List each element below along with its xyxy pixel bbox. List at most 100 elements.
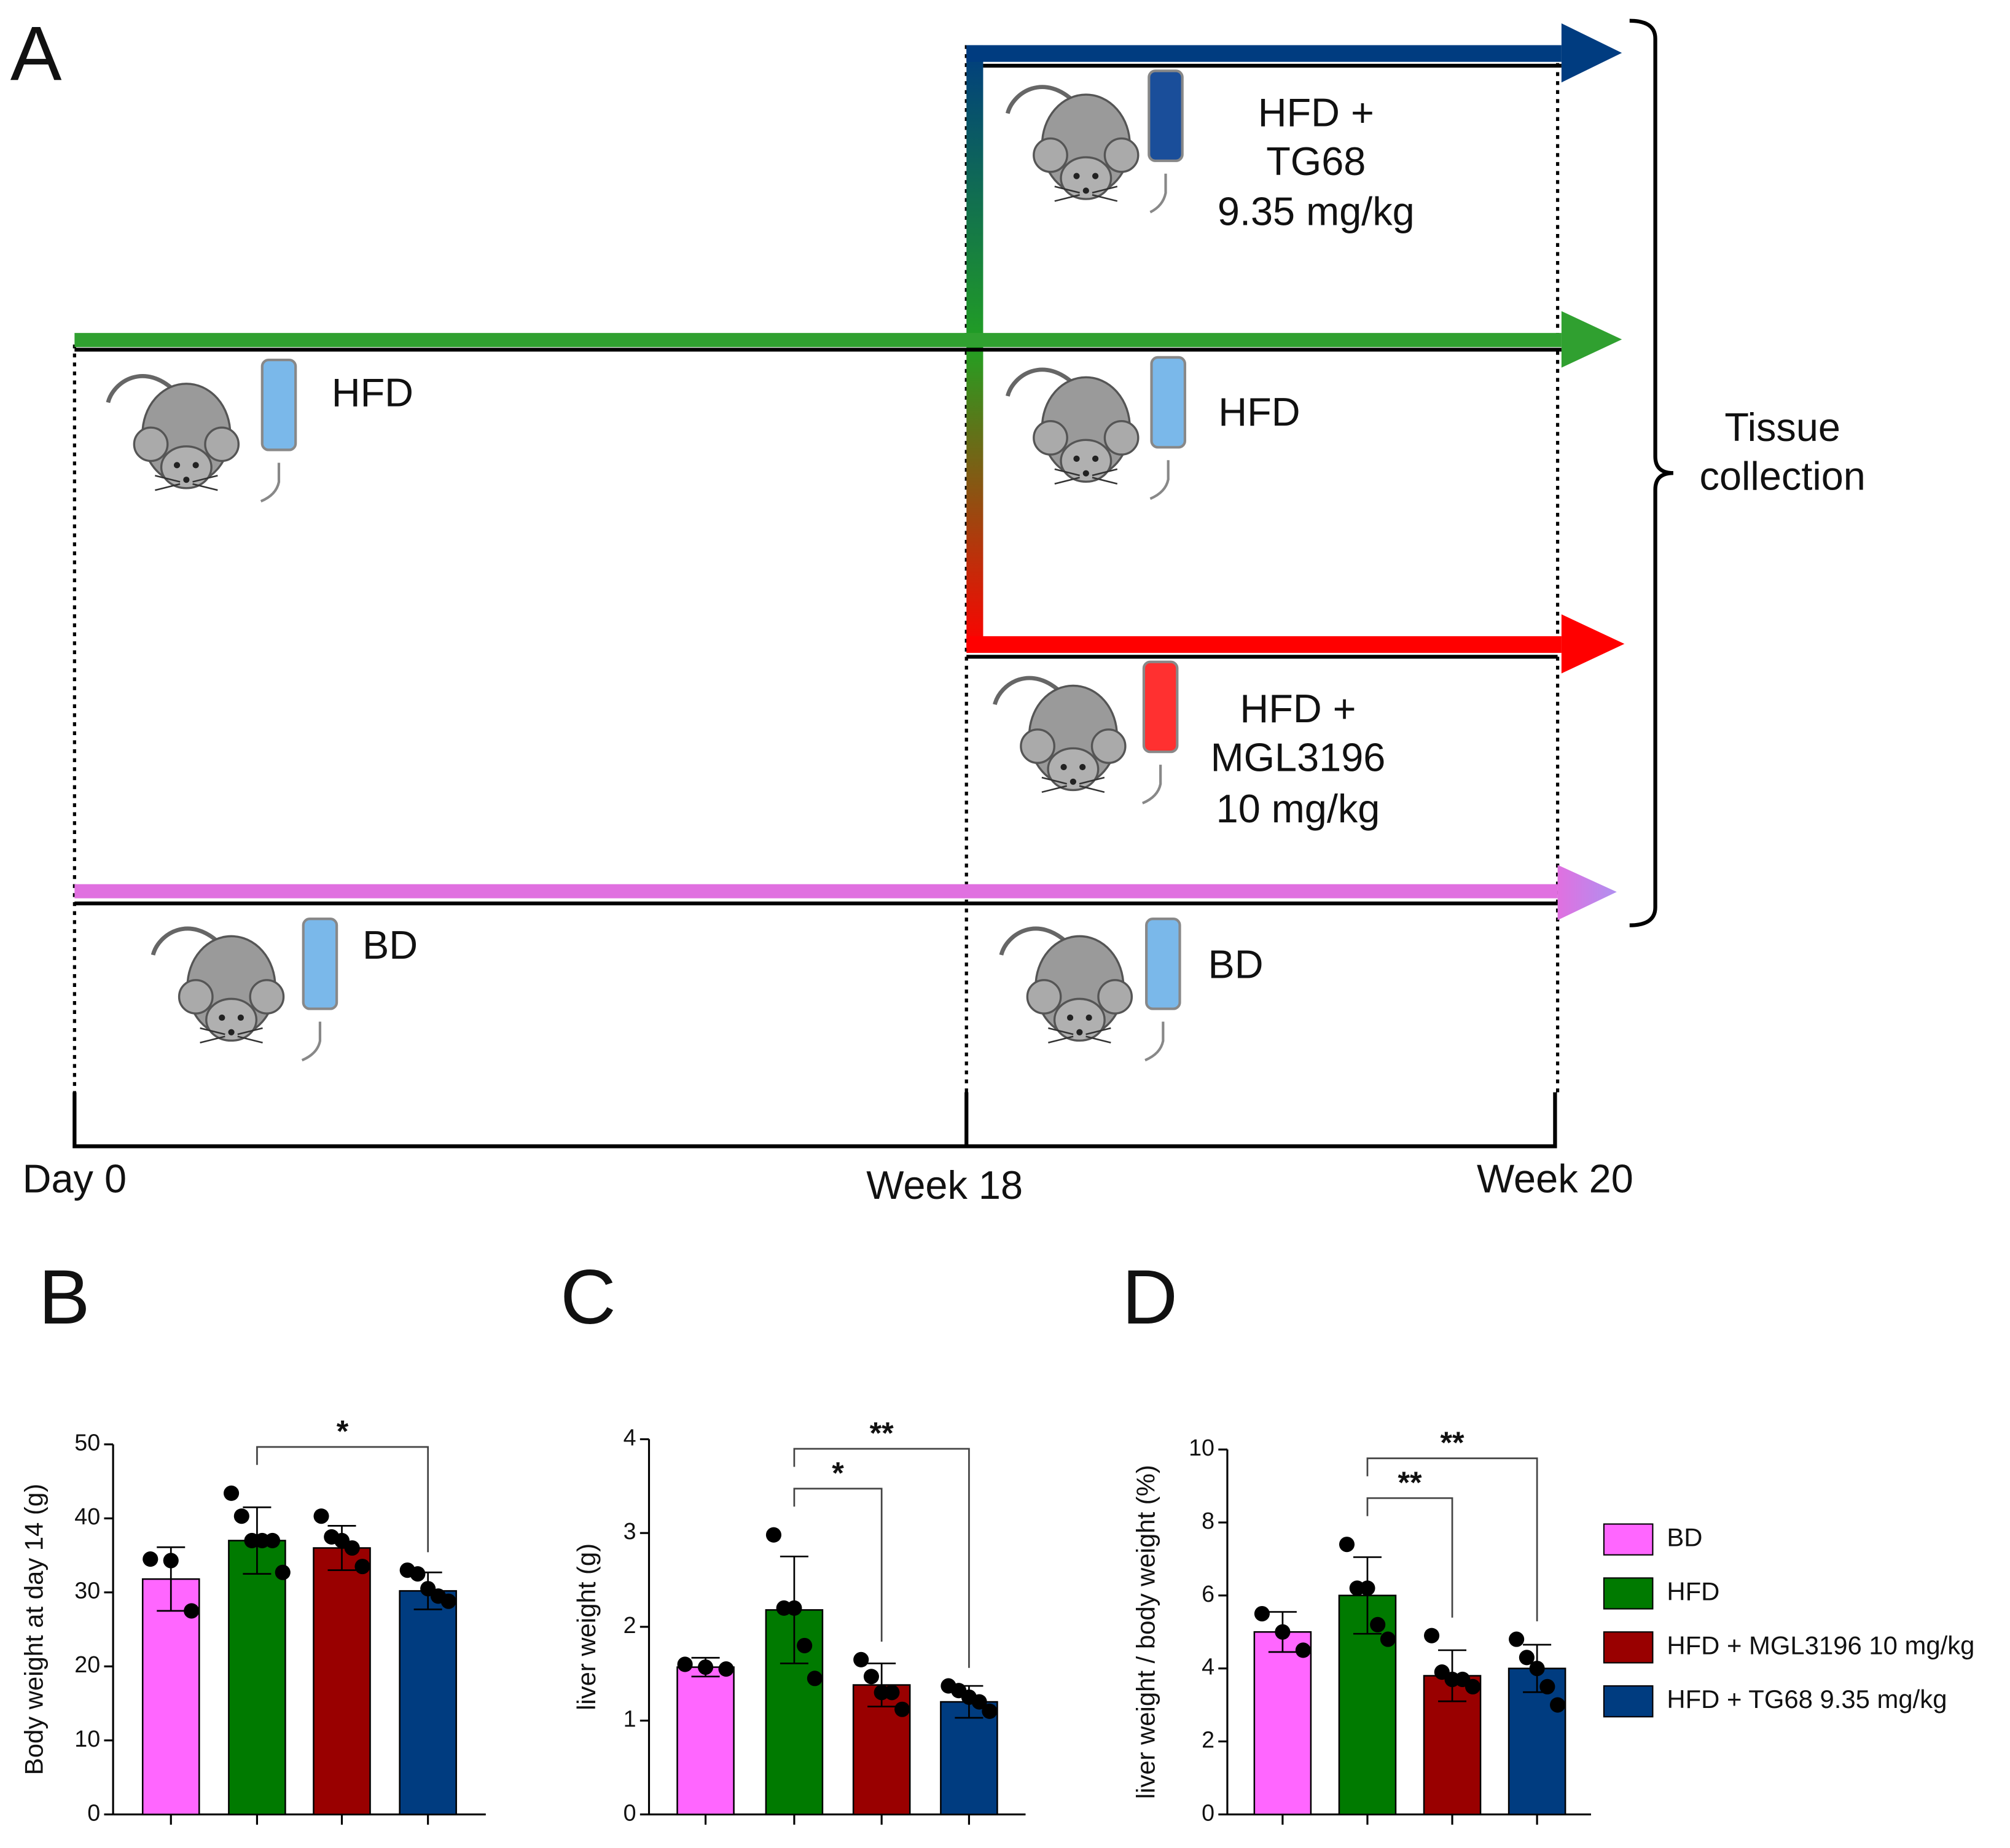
panel-label: A bbox=[10, 10, 62, 96]
significance-bracket bbox=[793, 1448, 970, 1668]
group-label: MGL3196 bbox=[1211, 735, 1386, 780]
bar bbox=[676, 1666, 735, 1815]
group-label: TG68 bbox=[1266, 139, 1366, 184]
bar bbox=[313, 1547, 371, 1815]
y-tick-label: 0 bbox=[624, 1799, 636, 1825]
legend-swatch bbox=[1603, 1631, 1654, 1664]
significance-bracket bbox=[1366, 1457, 1538, 1621]
mice bbox=[108, 87, 1138, 1043]
y-tick-label: 1 bbox=[624, 1706, 636, 1732]
panel-label: C bbox=[560, 1253, 616, 1340]
data-point bbox=[1339, 1537, 1355, 1553]
group-label: 10 mg/kg bbox=[1216, 786, 1380, 831]
data-point bbox=[1254, 1605, 1270, 1622]
data-point bbox=[677, 1656, 693, 1672]
endpoint-label: collection bbox=[1700, 453, 1866, 498]
y-tick-label: 8 bbox=[1202, 1508, 1214, 1534]
data-point bbox=[1519, 1650, 1535, 1666]
significance-label: * bbox=[832, 1456, 844, 1491]
data-point bbox=[786, 1600, 802, 1616]
bar bbox=[1253, 1631, 1312, 1815]
data-point bbox=[440, 1593, 456, 1609]
group-label: HFD bbox=[332, 370, 413, 415]
bar bbox=[228, 1540, 286, 1815]
y-tick-label: 10 bbox=[1189, 1435, 1214, 1460]
y-tick-label: 2 bbox=[1202, 1726, 1214, 1752]
y-tick-label: 50 bbox=[74, 1430, 100, 1456]
data-point bbox=[410, 1566, 426, 1582]
y-tick-label: 6 bbox=[1202, 1581, 1214, 1607]
y-tick-label: 4 bbox=[624, 1424, 636, 1450]
significance-label: * bbox=[337, 1414, 349, 1449]
y-tick-label: 3 bbox=[624, 1518, 636, 1544]
data-point bbox=[1380, 1631, 1396, 1647]
data-point bbox=[233, 1508, 249, 1524]
significance-label: ** bbox=[1398, 1465, 1422, 1500]
data-point bbox=[1359, 1580, 1375, 1596]
group-label: 9.35 mg/kg bbox=[1218, 189, 1415, 233]
group-label: HFD bbox=[1218, 389, 1300, 434]
legend-label: HFD bbox=[1667, 1577, 1719, 1606]
significance-label: ** bbox=[1441, 1425, 1465, 1460]
data-point bbox=[797, 1637, 813, 1653]
data-point bbox=[1509, 1631, 1525, 1647]
data-point bbox=[853, 1651, 869, 1667]
group-label: BD bbox=[1208, 942, 1264, 986]
data-point bbox=[697, 1659, 714, 1675]
y-tick-label: 30 bbox=[74, 1578, 100, 1604]
timeline-label: Week 18 bbox=[866, 1163, 1023, 1207]
y-tick-label: 20 bbox=[74, 1651, 100, 1677]
data-point bbox=[1539, 1678, 1555, 1694]
data-point bbox=[1550, 1697, 1566, 1713]
data-point bbox=[807, 1671, 823, 1686]
y-tick-label: 4 bbox=[1202, 1654, 1214, 1680]
panel-label: D bbox=[1122, 1253, 1178, 1340]
data-point bbox=[1529, 1661, 1545, 1677]
data-point bbox=[971, 1694, 987, 1710]
group-label: BD bbox=[362, 922, 418, 967]
data-point bbox=[264, 1532, 281, 1548]
data-point bbox=[1424, 1628, 1440, 1643]
group-label: HFD + bbox=[1258, 90, 1374, 135]
significance-bracket bbox=[1366, 1497, 1453, 1618]
data-point bbox=[354, 1559, 370, 1575]
arrows bbox=[72, 18, 1674, 1148]
y-tick-label: 0 bbox=[1202, 1799, 1214, 1825]
legend-label: HFD + TG68 9.35 mg/kg bbox=[1667, 1685, 1947, 1713]
legend-swatch bbox=[1603, 1523, 1654, 1556]
data-point bbox=[765, 1527, 781, 1543]
legend-swatch bbox=[1603, 1577, 1654, 1610]
data-point bbox=[718, 1661, 734, 1677]
y-axis-label: Body weight at day 14 (g) bbox=[20, 1484, 49, 1775]
data-point bbox=[143, 1551, 158, 1567]
legend-label: BD bbox=[1667, 1523, 1702, 1552]
y-axis-label: liver weight (g) bbox=[572, 1543, 601, 1710]
data-point bbox=[313, 1508, 329, 1524]
significance-label: ** bbox=[870, 1416, 894, 1451]
data-point bbox=[224, 1485, 240, 1501]
data-point bbox=[884, 1685, 900, 1701]
timeline-label: Day 0 bbox=[23, 1156, 127, 1201]
data-point bbox=[275, 1564, 291, 1580]
data-point bbox=[894, 1701, 910, 1717]
panel-label: B bbox=[39, 1253, 90, 1340]
y-axis-label: liver weight / body weight (%) bbox=[1131, 1465, 1160, 1799]
data-point bbox=[1464, 1678, 1481, 1694]
y-tick-label: 40 bbox=[74, 1503, 100, 1529]
data-point bbox=[863, 1669, 879, 1685]
data-point bbox=[344, 1540, 360, 1556]
data-point bbox=[1370, 1616, 1386, 1632]
y-tick-label: 0 bbox=[87, 1799, 100, 1825]
endpoint-label: Tissue bbox=[1724, 405, 1840, 450]
timeline-label: Week 20 bbox=[1477, 1156, 1633, 1201]
bar bbox=[399, 1590, 457, 1815]
legend-label: HFD + MGL3196 10 mg/kg bbox=[1667, 1631, 1974, 1659]
data-point bbox=[1295, 1642, 1311, 1658]
data-point bbox=[163, 1553, 179, 1569]
y-tick-label: 10 bbox=[74, 1726, 100, 1752]
y-tick-label: 2 bbox=[624, 1612, 636, 1638]
significance-bracket bbox=[793, 1487, 883, 1642]
data-point bbox=[982, 1703, 998, 1719]
